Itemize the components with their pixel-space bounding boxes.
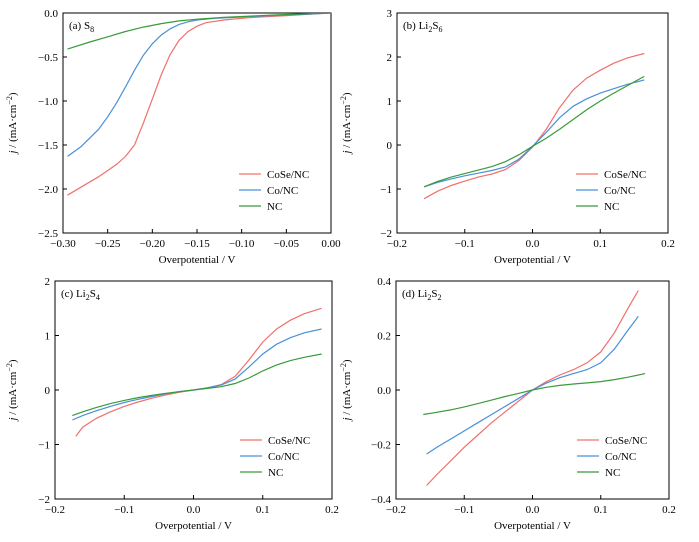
x-tick-label: 0.0 bbox=[526, 238, 540, 250]
series-line-cose-nc bbox=[423, 52, 645, 200]
x-tick-label: −0.2 bbox=[45, 504, 65, 516]
legend-label: NC bbox=[605, 467, 620, 479]
panel-b: −0.2 −0.1 0.0 0.1 0.2 −2 −1 0 1 2 3 Overpotential /… bbox=[339, 8, 675, 266]
y-tick-label: −0.2 bbox=[371, 440, 391, 452]
y-tick-label: −2.0 bbox=[38, 184, 58, 196]
y-tick-label: −0.5 bbox=[38, 52, 58, 64]
legend-label: CoSe/NC bbox=[267, 169, 309, 181]
y-tick-label: 1 bbox=[45, 331, 51, 343]
x-tick-label: 0.1 bbox=[593, 238, 607, 250]
x-tick-label: −0.15 bbox=[184, 238, 210, 250]
x-tick-label: 0.00 bbox=[321, 238, 341, 250]
x-tick-label: −0.05 bbox=[274, 238, 300, 250]
y-tick-label: −0.4 bbox=[371, 494, 391, 506]
y-tick-label: 0.0 bbox=[44, 8, 58, 20]
panel-label: (d) Li2S2 bbox=[402, 288, 441, 302]
series-line-nc bbox=[423, 373, 646, 416]
x-tick-label: 0.1 bbox=[256, 504, 270, 516]
x-axis-label: Overpotential / V bbox=[155, 520, 232, 532]
legend-label: NC bbox=[268, 467, 283, 479]
legend-label: NC bbox=[267, 201, 282, 213]
x-tick-label: 0.1 bbox=[594, 504, 608, 516]
y-tick-label: −1.0 bbox=[38, 96, 58, 108]
legend-label: Co/NC bbox=[267, 185, 298, 197]
y-tick-label: 0.0 bbox=[377, 385, 391, 397]
y-tick-label: 0.2 bbox=[377, 331, 391, 343]
legend-label: CoSe/NC bbox=[605, 435, 647, 447]
panel-c: −0.2 −0.1 0.0 0.1 0.2 −2 −1 0 1 2 Overpotential / … bbox=[5, 276, 339, 532]
series-line-co-nc bbox=[72, 328, 322, 421]
y-tick-label: 0.4 bbox=[377, 276, 391, 288]
y-tick-label: 2 bbox=[45, 276, 51, 288]
series-line-nc bbox=[72, 353, 322, 417]
x-tick-label: −0.10 bbox=[229, 238, 255, 250]
x-tick-label: −0.1 bbox=[455, 238, 475, 250]
series-line-nc bbox=[423, 75, 645, 188]
y-axis-label: j / (mA·cm−2) bbox=[5, 359, 19, 422]
y-tick-label: 2 bbox=[387, 52, 393, 64]
y-tick-label: 3 bbox=[387, 8, 393, 20]
x-tick-label: −0.30 bbox=[50, 238, 76, 250]
plot-frame bbox=[396, 12, 669, 234]
x-axis-label: Overpotential / V bbox=[159, 254, 236, 266]
series-line-nc bbox=[67, 13, 331, 50]
y-axis-label: j / (mA·cm−2) bbox=[5, 92, 19, 155]
x-tick-label: 0.0 bbox=[526, 504, 540, 516]
x-tick-label: −0.1 bbox=[454, 504, 474, 516]
legend-label: CoSe/NC bbox=[604, 169, 646, 181]
legend-label: CoSe/NC bbox=[268, 435, 310, 447]
panel-label: (a) S8 bbox=[69, 20, 94, 34]
series-line-co-nc bbox=[67, 13, 331, 157]
panel-label: (c) Li2S4 bbox=[61, 288, 100, 302]
y-tick-label: −2.5 bbox=[38, 228, 58, 240]
x-axis-label: Overpotential / V bbox=[494, 520, 571, 532]
series-line-cose-nc bbox=[75, 307, 322, 437]
x-tick-label: 0.2 bbox=[325, 504, 339, 516]
legend-label: Co/NC bbox=[605, 451, 636, 463]
series-line-co-nc bbox=[426, 316, 639, 455]
y-tick-label: −2 bbox=[38, 494, 50, 506]
x-tick-label: −0.2 bbox=[386, 504, 406, 516]
y-tick-label: −1 bbox=[380, 184, 392, 196]
y-tick-label: 0 bbox=[45, 385, 51, 397]
y-tick-label: 0 bbox=[387, 140, 393, 152]
x-tick-label: 0.0 bbox=[187, 504, 201, 516]
legend-label: Co/NC bbox=[268, 451, 299, 463]
y-tick-label: −1.5 bbox=[38, 140, 58, 152]
x-tick-label: −0.2 bbox=[387, 238, 407, 250]
y-tick-label: −2 bbox=[380, 228, 392, 240]
panel-label: (b) Li2S6 bbox=[403, 20, 442, 34]
y-tick-label: −1 bbox=[38, 440, 50, 452]
x-tick-label: 0.2 bbox=[662, 504, 676, 516]
series-line-cose-nc bbox=[67, 13, 331, 196]
x-axis-label: Overpotential / V bbox=[494, 254, 571, 266]
panel-a: −0.30 −0.25 −0.20 −0.15 −0.10 −0.05 0.00 −2.5 −2… bbox=[5, 8, 341, 266]
y-axis-label: j / (mA·cm−2) bbox=[339, 359, 353, 422]
legend-label: Co/NC bbox=[604, 185, 635, 197]
panel-d: −0.2 −0.1 0.0 0.1 0.2−0.4−0.20.00.20.4Overpo… bbox=[339, 276, 676, 532]
x-tick-label: −0.1 bbox=[114, 504, 134, 516]
y-tick-label: 1 bbox=[387, 96, 393, 108]
legend-label: NC bbox=[604, 201, 619, 213]
x-tick-label: 0.2 bbox=[661, 238, 675, 250]
x-tick-label: −0.25 bbox=[95, 238, 121, 250]
y-axis-label: j / (mA·cm−2) bbox=[339, 92, 353, 155]
x-tick-label: −0.20 bbox=[140, 238, 166, 250]
